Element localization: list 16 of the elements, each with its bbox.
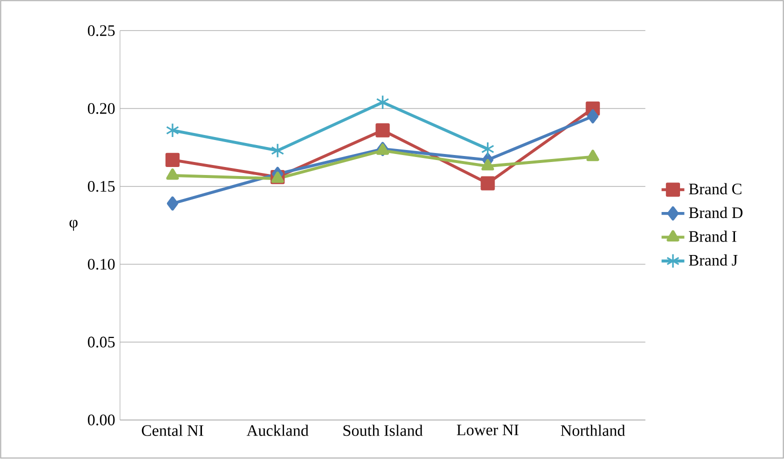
y-tick-label: 0.00 (88, 414, 115, 426)
y-tick-label: 0.10 (88, 258, 115, 270)
legend-label: Brand D (688, 207, 742, 218)
y-tick-label: 0.20 (88, 103, 115, 114)
x-tick-label: Northland (560, 424, 626, 436)
y-tick-label: 0.25 (88, 25, 115, 36)
x-tick-label: Lower NI (456, 424, 518, 436)
x-tick-label: South Island (344, 424, 423, 436)
y-tick-label: 0.05 (88, 336, 115, 348)
legend-label: Brand J (688, 254, 738, 266)
x-tick-label: Cental NI (142, 424, 204, 436)
y-axis-title: φ (70, 220, 78, 231)
x-tick-label: Auckland (246, 424, 309, 436)
legend-label: Brand I (688, 230, 736, 242)
y-tick-label: 0.15 (88, 181, 115, 192)
legend-label: Brand C (688, 183, 742, 195)
